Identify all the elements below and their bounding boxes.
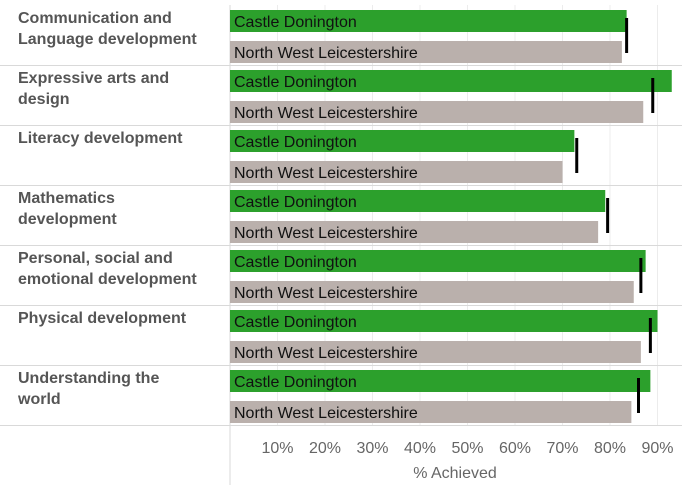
bar-north-west-leicestershire <box>230 281 634 303</box>
category-label: Physical development <box>18 310 187 327</box>
x-tick-label: 50% <box>451 440 483 457</box>
bar-castle-donington <box>230 370 651 392</box>
category-label: Literacy development <box>18 130 183 147</box>
bar-label: North West Leicestershire <box>234 345 418 362</box>
bar-label: Castle Donington <box>234 374 357 391</box>
bar-castle-donington <box>230 310 658 332</box>
bar-label: Castle Donington <box>234 74 357 91</box>
bars-layer: Castle Donington North West Leicestershir… <box>230 10 672 423</box>
x-tick-label: 30% <box>356 440 388 457</box>
bar-label: Castle Donington <box>234 14 357 31</box>
bar-label: Castle Donington <box>234 254 357 271</box>
bar-label: North West Leicestershire <box>234 165 418 182</box>
bar-north-west-leicestershire <box>230 161 563 183</box>
bar-north-west-leicestershire <box>230 221 599 243</box>
bar-castle-donington <box>230 10 627 32</box>
bar-north-west-leicestershire <box>230 401 632 423</box>
x-tick-label: 60% <box>499 440 531 457</box>
bar-label: North West Leicestershire <box>234 285 418 302</box>
bar-label: North West Leicestershire <box>234 45 418 62</box>
bar-label: Castle Donington <box>234 134 357 151</box>
bar-castle-donington <box>230 190 606 212</box>
bar-label: Castle Donington <box>234 314 357 331</box>
bar-label: North West Leicestershire <box>234 225 418 242</box>
bar-north-west-leicestershire <box>230 41 622 63</box>
x-tick-label: 40% <box>404 440 436 457</box>
category-label: Expressive arts and design <box>18 70 169 108</box>
bar-label: Castle Donington <box>234 194 357 211</box>
x-tick-label: 70% <box>546 440 578 457</box>
category-labels: Communication and Language development Exp… <box>17 10 197 408</box>
category-label: Understanding the world <box>17 370 159 408</box>
bar-castle-donington <box>230 130 575 152</box>
bar-castle-donington <box>230 250 646 272</box>
category-label: Personal, social and emotional developmen… <box>18 250 197 288</box>
bar-castle-donington <box>230 70 672 92</box>
x-axis-title: % Achieved <box>413 465 497 482</box>
x-tick-label: 80% <box>594 440 626 457</box>
x-tick-label: 90% <box>641 440 673 457</box>
bar-north-west-leicestershire <box>230 341 641 363</box>
x-axis: % Achieved 10% 20% 30% 40% 50% 60% 70% 80% 90% <box>261 440 673 482</box>
category-label: Mathematics development <box>18 190 117 228</box>
bar-label: North West Leicestershire <box>234 105 418 122</box>
bar-north-west-leicestershire <box>230 101 644 123</box>
x-tick-label: 10% <box>261 440 293 457</box>
x-tick-label: 20% <box>309 440 341 457</box>
category-label: Communication and Language development <box>18 10 197 48</box>
bar-label: North West Leicestershire <box>234 405 418 422</box>
